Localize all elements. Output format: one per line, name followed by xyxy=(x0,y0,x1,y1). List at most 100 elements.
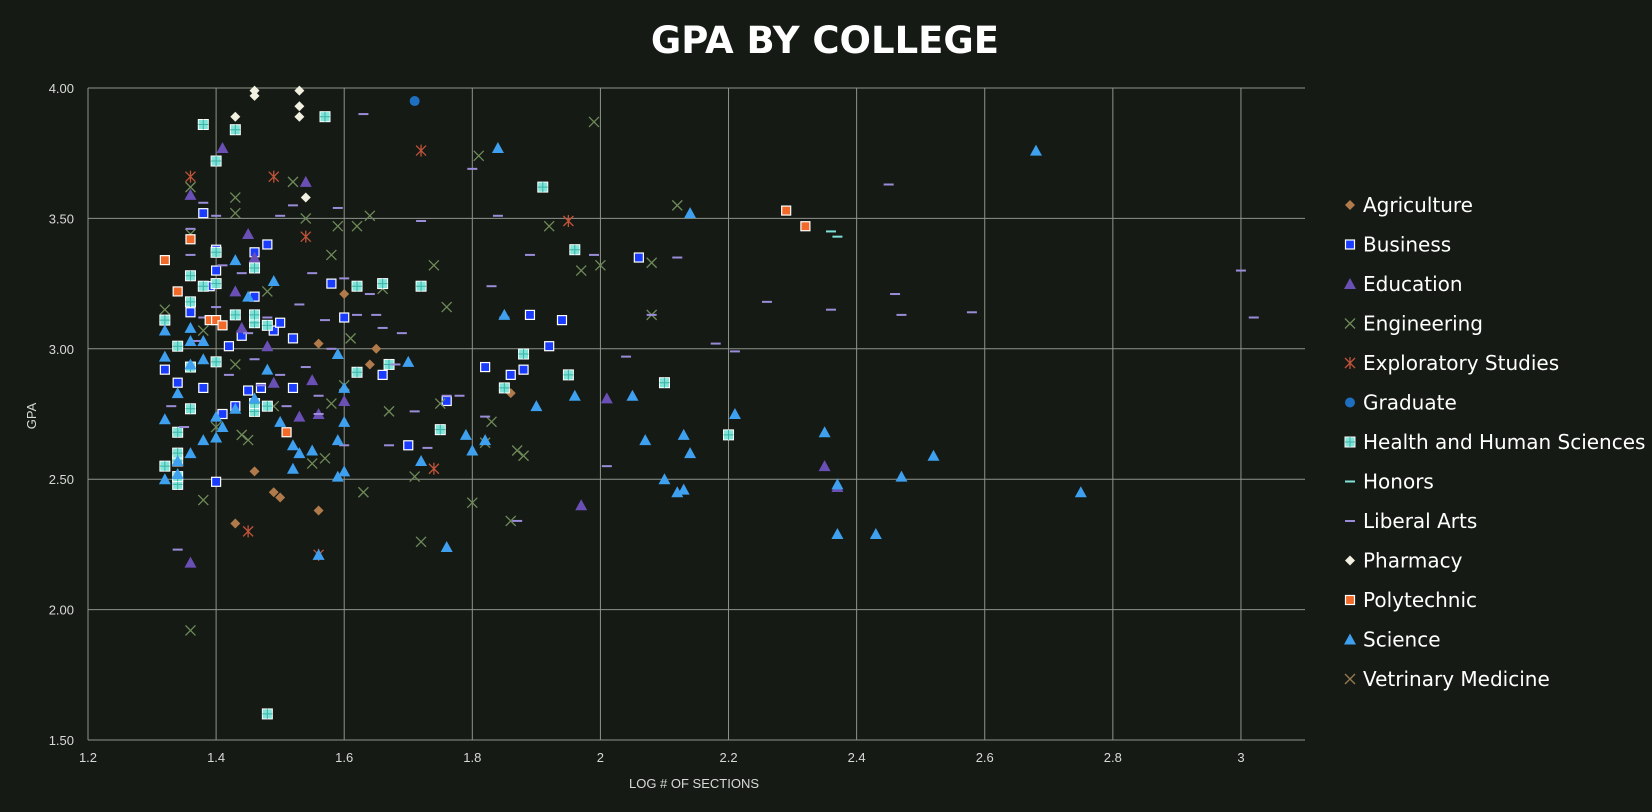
point-business xyxy=(262,239,273,250)
point-business xyxy=(505,369,516,380)
point-science xyxy=(684,207,697,219)
legend-marker-education xyxy=(1344,278,1356,289)
point-business xyxy=(159,364,170,375)
point-business xyxy=(544,341,555,352)
point-health-and-human-sciences xyxy=(562,369,574,381)
point-health-and-human-sciences xyxy=(210,155,222,167)
point-health-and-human-sciences xyxy=(658,377,670,389)
point-business xyxy=(287,333,299,344)
point-science xyxy=(331,348,344,360)
point-polytechnic xyxy=(781,205,792,216)
point-health-and-human-sciences xyxy=(249,262,261,274)
point-education xyxy=(600,392,613,404)
point-polytechnic xyxy=(159,255,170,266)
y-tick-label: 2.50 xyxy=(49,472,74,487)
point-engineering xyxy=(486,416,497,428)
legend-marker-health-and-human-sciences xyxy=(1344,436,1356,448)
point-health-and-human-sciences xyxy=(210,356,222,368)
point-polytechnic xyxy=(217,320,228,331)
point-engineering xyxy=(466,497,478,509)
point-agriculture xyxy=(313,505,324,516)
point-engineering xyxy=(575,265,587,277)
point-health-and-human-sciences xyxy=(184,403,196,415)
x-tick-label: 2 xyxy=(597,750,604,765)
point-education xyxy=(242,228,255,240)
point-health-and-human-sciences xyxy=(261,708,273,720)
point-engineering xyxy=(671,199,683,211)
point-education xyxy=(293,410,306,422)
point-health-and-human-sciences xyxy=(229,309,241,321)
point-business xyxy=(518,364,529,375)
legend-label-health-and-human-sciences: Health and Human Sciences xyxy=(1363,430,1645,454)
legend-marker-pharmacy xyxy=(1345,555,1355,566)
point-engineering xyxy=(229,358,241,370)
point-business xyxy=(339,312,350,323)
point-polytechnic xyxy=(185,234,196,245)
x-tick-label: 2.2 xyxy=(719,750,737,765)
point-science xyxy=(306,444,319,456)
point-polytechnic xyxy=(800,221,811,232)
point-business xyxy=(217,408,228,420)
point-engineering xyxy=(325,249,337,261)
point-science xyxy=(286,439,299,451)
point-engineering xyxy=(229,207,241,219)
point-science xyxy=(677,483,690,495)
point-business xyxy=(172,377,183,388)
point-pharmacy xyxy=(294,101,305,112)
point-science xyxy=(639,434,652,446)
point-science xyxy=(869,527,882,539)
point-agriculture xyxy=(230,518,241,529)
point-engineering xyxy=(185,181,196,193)
y-axis-label: GPA xyxy=(24,402,39,429)
point-science xyxy=(274,415,287,427)
point-science xyxy=(338,465,351,477)
point-science xyxy=(568,389,581,401)
point-engineering xyxy=(287,176,299,188)
point-health-and-human-sciences xyxy=(377,278,389,290)
point-engineering xyxy=(518,450,530,462)
point-polytechnic xyxy=(281,427,292,438)
point-health-and-human-sciences xyxy=(415,280,427,292)
point-health-and-human-sciences xyxy=(319,111,331,123)
point-science xyxy=(491,141,504,153)
legend-marker-business xyxy=(1344,239,1356,250)
data-points xyxy=(158,85,1259,720)
point-engineering xyxy=(306,458,318,470)
point-science xyxy=(171,467,184,479)
point-health-and-human-sciences xyxy=(537,181,549,193)
point-engineering xyxy=(511,445,523,456)
point-pharmacy xyxy=(294,85,305,96)
point-science xyxy=(158,413,171,425)
point-science xyxy=(286,462,299,474)
x-tick-label: 1.8 xyxy=(463,750,481,765)
point-health-and-human-sciences xyxy=(569,244,581,256)
legend-marker-exploratory-studies xyxy=(1344,357,1356,369)
point-science xyxy=(338,381,351,393)
point-health-and-human-sciences xyxy=(434,424,446,436)
point-health-and-human-sciences xyxy=(159,460,171,472)
legend-label-honors: Honors xyxy=(1363,470,1434,494)
point-pharmacy xyxy=(249,85,260,96)
legend-label-exploratory-studies: Exploratory Studies xyxy=(1363,351,1559,375)
point-agriculture xyxy=(249,466,260,477)
point-business xyxy=(480,361,491,373)
point-exploratory-studies xyxy=(242,525,254,538)
point-science xyxy=(1074,486,1087,498)
point-business xyxy=(198,208,209,219)
point-business xyxy=(275,317,286,328)
point-science xyxy=(927,449,940,461)
point-science xyxy=(331,470,344,482)
point-education xyxy=(299,175,312,187)
point-business xyxy=(243,385,254,396)
point-engineering xyxy=(185,625,196,636)
point-exploratory-studies xyxy=(300,230,312,243)
point-exploratory-studies xyxy=(415,144,427,157)
point-business xyxy=(287,382,299,394)
point-engineering xyxy=(428,259,440,271)
point-agriculture xyxy=(364,359,375,370)
point-engineering xyxy=(345,332,357,344)
point-science xyxy=(728,408,741,419)
point-science xyxy=(831,527,844,539)
point-engineering xyxy=(409,471,421,483)
point-engineering xyxy=(197,494,209,506)
